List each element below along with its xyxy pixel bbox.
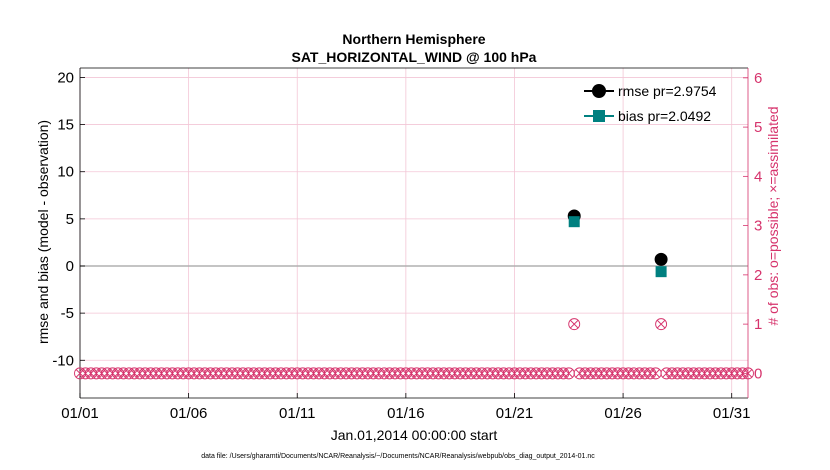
y-left-tick-label: -5 xyxy=(61,305,74,322)
obs-count-point xyxy=(568,318,581,331)
x-tick-label: 01/26 xyxy=(604,405,642,422)
obs-assimilated-marker xyxy=(651,369,660,378)
legend-marker xyxy=(593,110,605,122)
obs-possible-marker xyxy=(742,367,754,380)
legend-item-rmse: rmse pr=2.9754 xyxy=(584,83,717,99)
y-left-tick-label: 10 xyxy=(57,164,74,181)
obs-count-point xyxy=(649,367,662,380)
bias-point xyxy=(655,266,667,278)
y-axis-right: 6 5 4 3 2 1 0 xyxy=(743,70,762,382)
legend-item-bias: bias pr=2.0492 xyxy=(584,108,711,124)
data-file-footnote: data file: /Users/gharamti/Documents/NCA… xyxy=(201,453,595,460)
obs-assimilated-marker xyxy=(656,319,666,329)
chart-subtitle: SAT_HORIZONTAL_WIND @ 100 hPa xyxy=(292,49,537,65)
obs-count-point xyxy=(655,318,668,331)
y-left-tick-label: 15 xyxy=(57,117,74,134)
y-right-tick-label: 6 xyxy=(754,70,762,87)
obs-assimilated-marker xyxy=(743,369,753,378)
y-left-tick-label: 20 xyxy=(57,69,74,86)
series-markers xyxy=(567,209,668,278)
x-tick-label: 01/16 xyxy=(387,405,425,422)
bias-point xyxy=(568,216,580,228)
obs-count-point xyxy=(742,367,754,380)
y-right-tick-label: 4 xyxy=(754,168,762,185)
y-right-tick-label: 1 xyxy=(754,316,762,333)
y-left-tick-label: 5 xyxy=(66,211,74,228)
plot-frame xyxy=(79,67,749,399)
y-right-tick-label: 5 xyxy=(754,119,762,136)
obs-assimilated-marker xyxy=(569,319,579,329)
obs-count-markers xyxy=(74,318,754,380)
x-tick-label: 01/01 xyxy=(61,405,99,422)
y-axis-left: 20 15 10 5 0 -5 -10 xyxy=(52,69,85,369)
x-axis-label: Jan.01,2014 00:00:00 start xyxy=(331,427,498,443)
x-tick-label: 01/06 xyxy=(170,405,208,422)
legend-label: rmse pr=2.9754 xyxy=(618,83,717,99)
x-tick-label: 01/31 xyxy=(713,405,751,422)
chart-title: Northern Hemisphere xyxy=(342,31,485,47)
legend: rmse pr=2.9754 bias pr=2.0492 xyxy=(584,83,717,124)
y-left-tick-label: -10 xyxy=(52,352,74,369)
y-right-tick-label: 3 xyxy=(754,218,762,235)
y-axis-right-label: # of obs: o=possible; ×=assimilated xyxy=(765,106,781,325)
x-axis: 01/01 01/06 01/11 01/16 01/21 01/26 01/31 xyxy=(61,393,750,422)
x-tick-label: 01/11 xyxy=(279,405,315,422)
y-right-tick-label: 0 xyxy=(754,365,762,382)
legend-marker xyxy=(592,84,606,98)
y-axis-left-label: rmse and bias (model - observation) xyxy=(35,120,51,344)
obs-possible-marker xyxy=(568,318,581,331)
obs-count-point xyxy=(562,367,575,380)
x-tick-label: 01/21 xyxy=(496,405,534,422)
obs-assimilated-marker xyxy=(564,369,574,378)
legend-label: bias pr=2.0492 xyxy=(618,108,711,124)
y-right-tick-label: 2 xyxy=(754,267,762,284)
y-left-tick-label: 0 xyxy=(66,258,74,275)
rmse-point xyxy=(654,252,668,266)
obs-possible-marker xyxy=(655,318,668,331)
